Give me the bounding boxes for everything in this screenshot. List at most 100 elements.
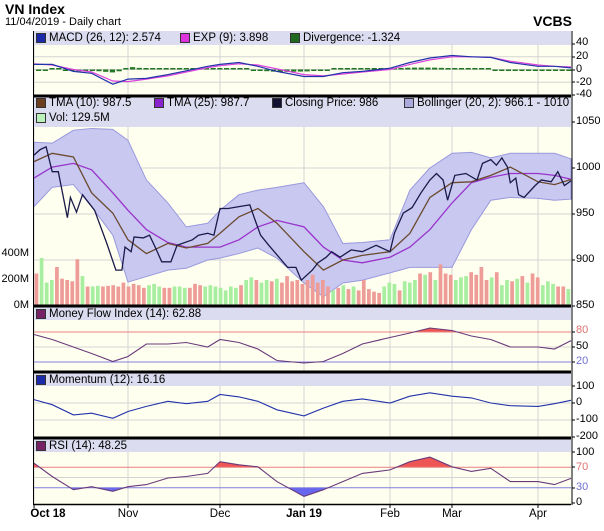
volume-bar: [556, 286, 560, 306]
rsi-tick: 30: [576, 481, 589, 493]
volume-bar: [453, 280, 458, 306]
divergence-bar: [358, 68, 364, 70]
volume-bar: [188, 287, 192, 306]
volume-bar: [469, 272, 474, 306]
divergence-bar: [183, 68, 189, 70]
divergence-bar: [250, 69, 257, 71]
volume-bar: [413, 280, 417, 306]
divergence-bar: [317, 69, 324, 71]
macd-tick: -20: [576, 76, 592, 88]
volume-bar: [372, 291, 376, 306]
divergence-bar: [257, 69, 263, 71]
volume-bar: [428, 272, 433, 306]
momentum-tick: -100: [576, 413, 599, 425]
volume-bar: [530, 273, 535, 306]
volume-bar: [341, 285, 346, 306]
divergence-bar: [526, 69, 532, 71]
divergence-bar: [291, 69, 297, 72]
volume-bar: [464, 276, 468, 306]
mfi-tick: 80: [576, 324, 589, 336]
volume-bar: [106, 285, 110, 306]
volume-bar: [367, 289, 371, 306]
volume-bar: [223, 290, 228, 306]
volume-bar: [90, 286, 95, 306]
legend-mfi: Money Flow Index (14): 62.88: [36, 308, 201, 320]
price-tick: 950: [576, 207, 595, 219]
volume-bar: [494, 272, 499, 306]
volume-bar: [193, 283, 197, 306]
volume-bar: [142, 287, 146, 306]
divergence-bar: [344, 68, 350, 70]
divergence-bar: [546, 69, 552, 71]
volume-tick: 0M: [13, 299, 29, 311]
volume-bar: [244, 280, 248, 306]
volume-bar: [500, 285, 504, 306]
x-axis-label: Nov: [117, 508, 139, 520]
divergence-bar: [499, 69, 505, 71]
tma10-line: [33, 152, 572, 271]
volume-bar: [448, 274, 453, 306]
volume-bar: [346, 289, 351, 306]
legend-divergence: Divergence: -1.324: [290, 32, 400, 44]
legend-macd-label: MACD (26, 12): 2.574: [49, 32, 161, 44]
tma25-swatch: [154, 98, 164, 108]
divergence-bar: [156, 68, 163, 70]
rsi-oversold-area: [34, 487, 571, 497]
divergence-bar: [136, 67, 142, 70]
divergence-bar: [96, 69, 102, 72]
price-tick: 850: [576, 299, 595, 311]
x-axis-label: Dec: [209, 508, 231, 520]
divergence-bar: [331, 68, 337, 70]
volume-bar: [305, 280, 310, 306]
mfi-swatch: [36, 309, 46, 319]
divergence-bar: [176, 68, 183, 70]
divergence-bar: [338, 68, 344, 70]
price-tick: 1000: [576, 161, 601, 173]
rsi-panel-header: [34, 438, 571, 452]
mfi-tick: 20: [576, 355, 589, 367]
close-price-line: [33, 145, 572, 282]
volume-bar: [315, 282, 320, 306]
volume-bar: [274, 278, 279, 306]
macd-tick: -40: [576, 88, 592, 100]
divergence-bar: [297, 69, 303, 72]
volume-bar: [392, 283, 397, 306]
divergence-bar: [237, 68, 243, 70]
divergence-bar: [532, 69, 538, 71]
chart-title: VN Index: [5, 1, 65, 17]
legend-divergence-label: Divergence: -1.324: [303, 32, 401, 44]
divergence-bar: [445, 68, 451, 70]
mfi-line: [33, 327, 572, 364]
volume-bar: [60, 278, 64, 306]
volume-bar: [505, 280, 509, 306]
divergence-bar: [351, 68, 357, 70]
volume-bar: [101, 286, 105, 306]
divergence-bar: [217, 68, 223, 70]
volume-bar: [310, 274, 315, 306]
divergence-bar: [277, 69, 283, 73]
volume-bar: [520, 276, 525, 306]
divergence-bar: [129, 67, 136, 70]
divergence-bar: [190, 68, 196, 70]
volume-bar: [254, 280, 259, 306]
volume-bar: [208, 285, 213, 306]
vol-swatch: [36, 113, 46, 123]
volume-bar: [39, 257, 44, 306]
volume-bar: [152, 283, 156, 306]
divergence-bar: [49, 68, 55, 70]
legend-rsi-label: RSI (14): 48.25: [49, 440, 127, 452]
volume-bar: [459, 277, 463, 306]
mfi-tick: 50: [576, 340, 589, 352]
legend-close-label: Closing Price: 986: [285, 97, 379, 109]
rsi-tick: 70: [576, 461, 589, 473]
divergence-bar: [472, 68, 478, 70]
legend-tma10-label: TMA (10): 987.5: [49, 97, 132, 109]
legend-momentum-label: Momentum (12): 16.16: [49, 374, 166, 386]
tma25-line: [33, 162, 572, 264]
divergence-bar: [150, 68, 156, 70]
volume-tick: 200M: [1, 273, 29, 285]
divergence-bar: [230, 68, 236, 70]
volume-bar: [49, 280, 54, 306]
rsi-tick: 100: [576, 446, 595, 458]
volume-bar: [70, 281, 75, 306]
